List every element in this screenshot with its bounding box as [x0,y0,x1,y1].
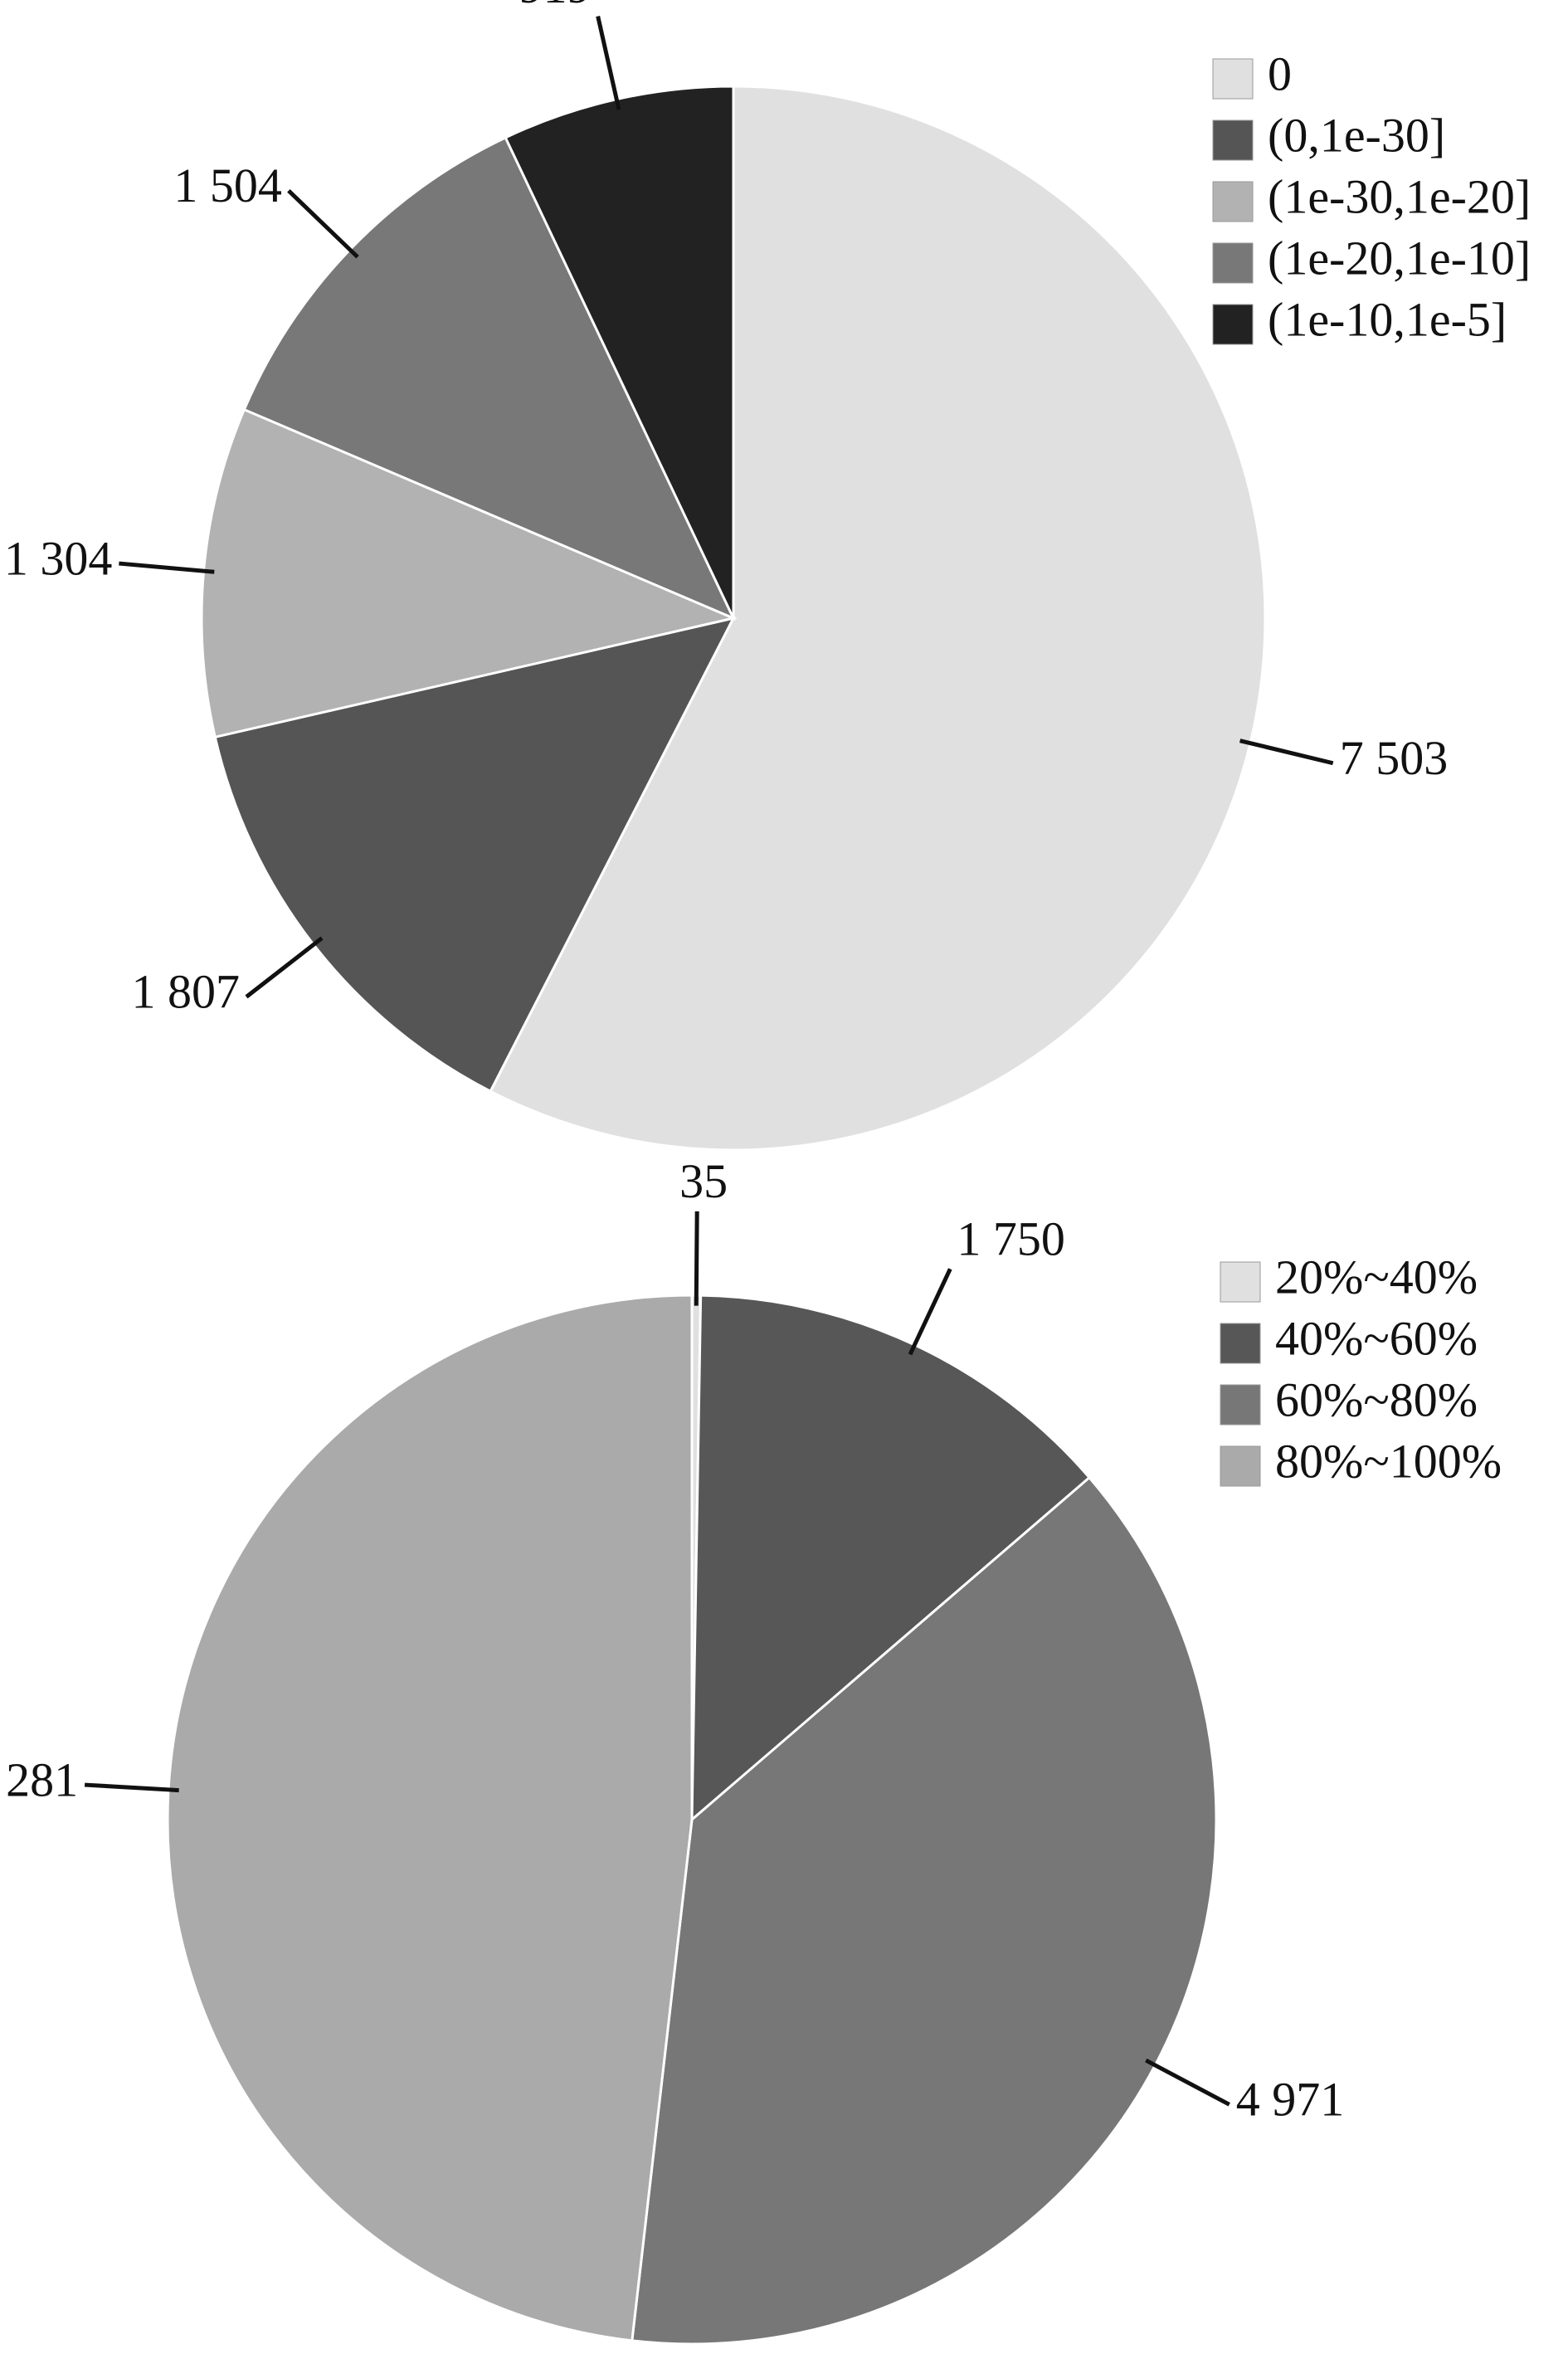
legend-label: (1e-10,1e-5] [1268,292,1507,346]
legend-label: 20%~40% [1275,1250,1478,1304]
data-label: 4 971 [1236,2073,1345,2127]
data-label: 919 [519,0,592,13]
leader-line [245,936,324,999]
legend-label: (1e-20,1e-10] [1268,231,1531,285]
data-label: 7 503 [1340,731,1449,785]
legend-swatch [1220,1384,1261,1426]
data-label: 1 504 [173,158,282,212]
data-label: 1 807 [131,965,240,1019]
legend-label: (0,1e-30] [1268,108,1445,162]
legend-swatch [1212,242,1254,284]
pie-slice [166,1294,694,2342]
data-label: 6 281 [0,1752,78,1806]
data-label: 35 [679,1154,728,1208]
legend-swatch [1220,1323,1261,1364]
legend-label: 0 [1268,46,1292,100]
legend-label: (1e-30,1e-20] [1268,169,1531,223]
legend-swatch [1212,58,1254,100]
legend-swatch [1220,1261,1261,1303]
legend-label: 40%~60% [1275,1311,1478,1365]
leader-line [119,561,215,574]
legend-swatch [1212,119,1254,161]
leader-line [84,1782,179,1793]
leader-line [596,16,621,110]
leader-line [287,189,359,259]
leader-line [908,1268,952,1356]
leader-line [1239,738,1334,766]
leader-line [694,1211,699,1306]
data-label: 1 304 [4,531,113,585]
data-label: 1 750 [957,1212,1065,1266]
legend-label: 60%~80% [1275,1372,1478,1426]
legend-label: 80%~100% [1275,1434,1502,1488]
legend-swatch [1212,181,1254,222]
legend-swatch [1212,304,1254,345]
legend-swatch [1220,1445,1261,1487]
leader-line [1145,2058,1230,2107]
